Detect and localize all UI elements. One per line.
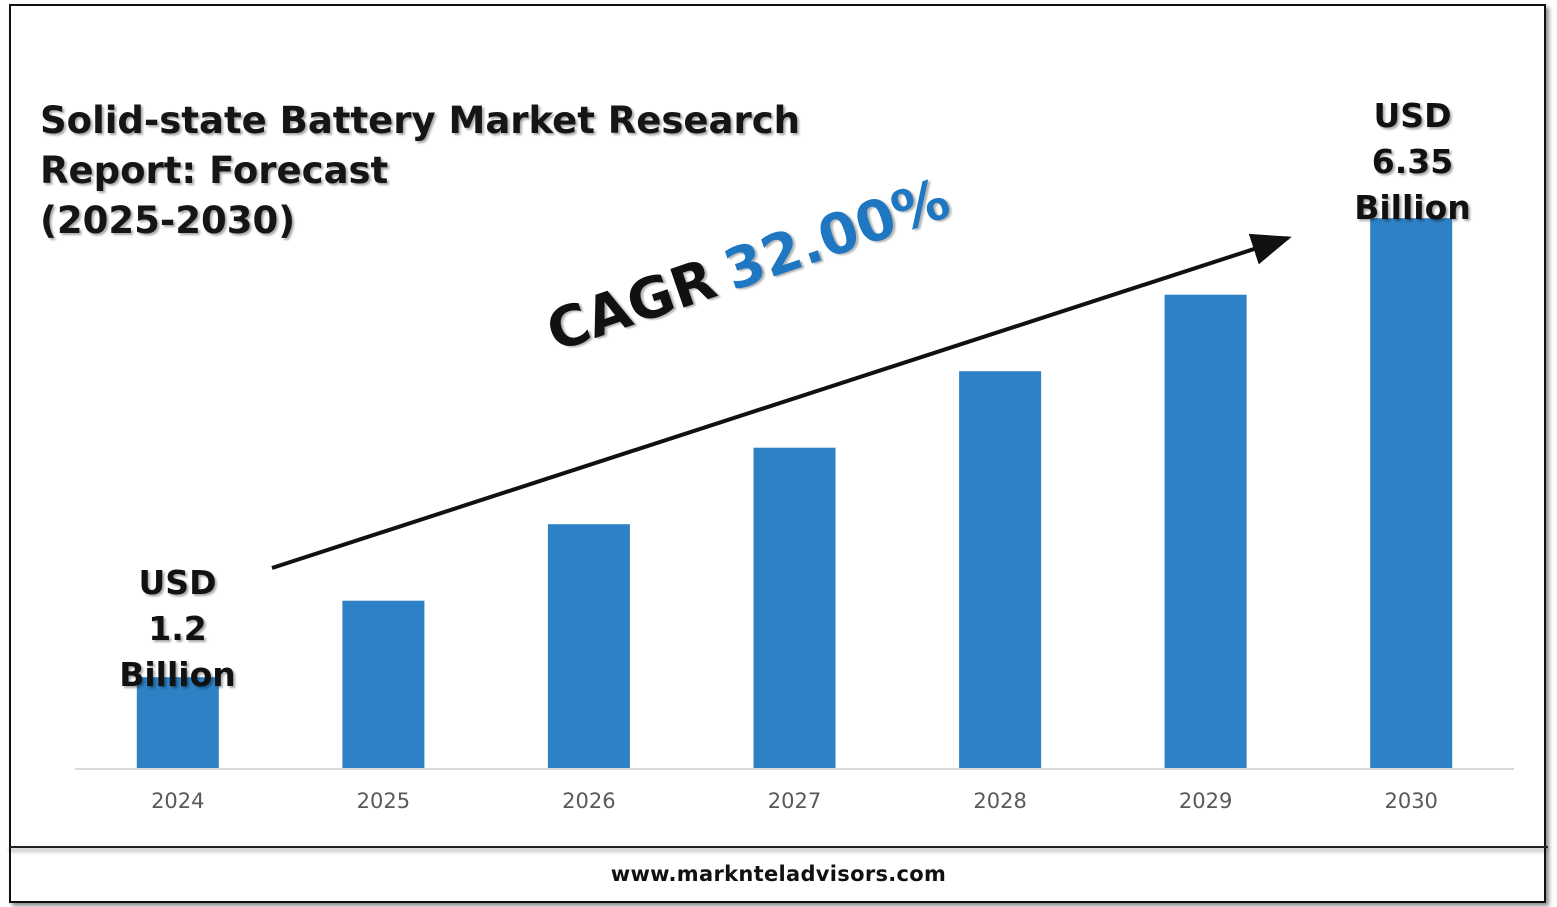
cagr-arrow — [271, 233, 1292, 570]
title-line-1: Solid-state Battery Market Research — [40, 99, 800, 142]
footer-website: www.marknteladvisors.com — [610, 862, 947, 886]
data-label-2030-value: 6.35 — [1371, 142, 1454, 181]
bar-2030 — [1370, 218, 1453, 769]
bar-2024 — [136, 677, 219, 769]
bar-2026 — [547, 524, 630, 769]
bar-series — [136, 218, 1453, 769]
bar-2028 — [959, 371, 1042, 769]
bar-2027 — [753, 447, 836, 769]
data-label-2024: USD 1.2 Billion — [100, 560, 255, 698]
x-tick-label-2025: 2025 — [357, 789, 410, 813]
x-tick-label-2027: 2027 — [768, 789, 821, 813]
data-label-2024-unit: Billion — [119, 655, 236, 694]
data-label-2024-value: 1.2 — [148, 609, 207, 648]
x-axis-ticks: 2024 2025 2026 2027 2028 2029 2030 — [151, 789, 1438, 813]
data-label-2030: USD 6.35 Billion — [1335, 93, 1490, 231]
x-tick-label-2026: 2026 — [562, 789, 615, 813]
title-line-2: Report: Forecast — [40, 149, 389, 192]
data-label-2024-currency: USD — [138, 563, 217, 602]
bar-2029 — [1164, 294, 1247, 769]
footer-divider — [9, 846, 1548, 848]
x-tick-label-2029: 2029 — [1179, 789, 1232, 813]
data-label-2030-currency: USD — [1373, 96, 1452, 135]
x-tick-label-2028: 2028 — [973, 789, 1026, 813]
title-line-3: (2025-2030) — [40, 199, 296, 242]
x-tick-label-2030: 2030 — [1384, 789, 1437, 813]
x-tick-label-2024: 2024 — [151, 789, 204, 813]
bar-2025 — [342, 600, 425, 769]
data-label-2030-unit: Billion — [1354, 188, 1471, 227]
chart-title: Solid-state Battery Market Research Repo… — [40, 96, 800, 246]
